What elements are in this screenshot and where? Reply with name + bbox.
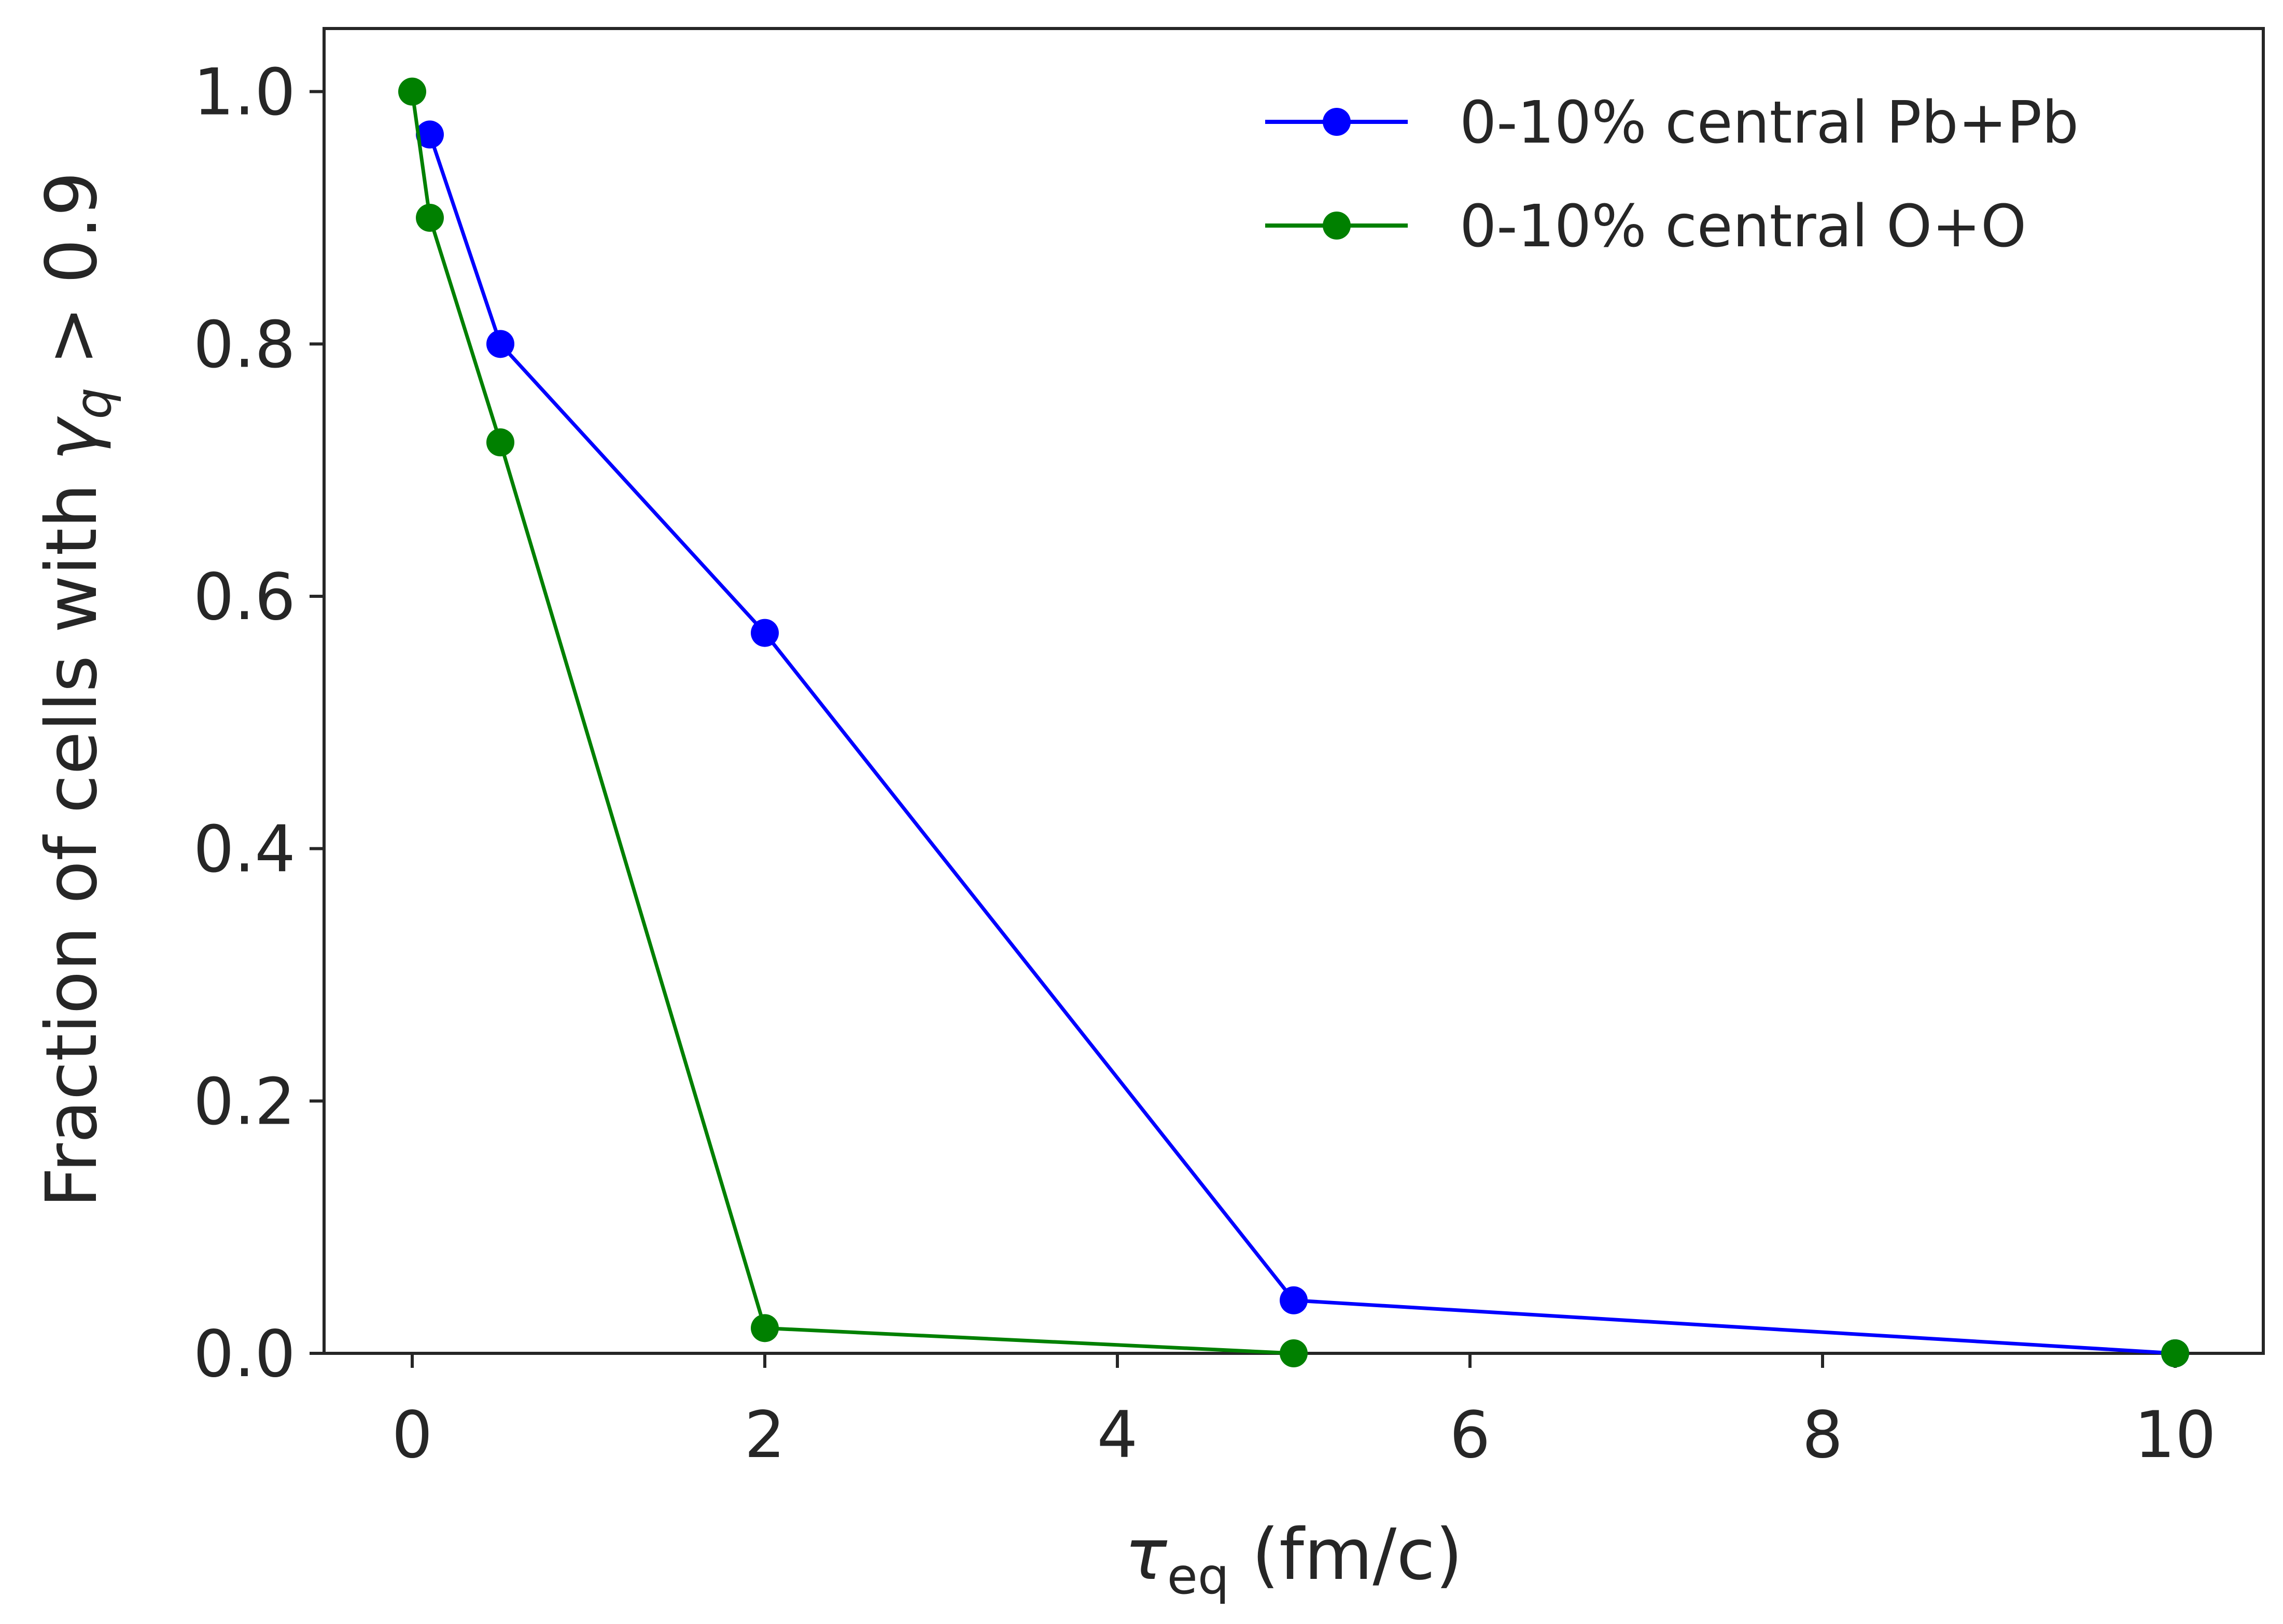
x-tick-label: 8 [1802,1398,1843,1473]
data-point-0 [751,619,779,647]
y-tick-label: 0.6 [193,560,296,635]
data-point-0 [486,330,514,358]
y-tick-label: 0.8 [193,307,296,382]
data-point-0 [416,120,444,149]
series-layer [398,77,2189,1367]
data-point-1 [398,77,426,106]
legend-label-oo: 0-10% central O+O [1460,193,2026,260]
plot-area: 0 2 4 6 8 10 0.0 0.2 0.4 0.6 0.8 1.0 [193,27,2265,1473]
legend-label-pbpb: 0-10% central Pb+Pb [1460,89,2079,157]
y-tick-label: 0.2 [193,1065,296,1139]
x-tick-label: 6 [1450,1398,1491,1473]
legend-entry-oo: 0-10% central O+O [1265,193,2026,260]
x-tick-label: 2 [745,1398,786,1473]
y-tick-label: 1.0 [193,55,296,130]
x-axis-ticks: 0 2 4 6 8 10 [392,1353,2216,1473]
series-line-1 [410,91,1294,1355]
x-tick-label: 0 [392,1398,433,1473]
data-point-0 [1280,1286,1308,1314]
x-tick-label: 4 [1097,1398,1138,1473]
series-line-0 [428,134,2176,1355]
legend-marker-pbpb [1323,108,1351,136]
y-axis-ticks: 0.0 0.2 0.4 0.6 0.8 1.0 [193,55,324,1392]
data-point-1 [1280,1339,1308,1367]
x-axis-title: τeq (fm/c) [1125,1514,1463,1605]
data-point-1 [486,428,514,457]
x-tick-label: 10 [2134,1398,2216,1473]
legend-entry-pbpb: 0-10% central Pb+Pb [1265,89,2079,157]
legend: 0-10% central Pb+Pb 0-10% central O+O [1265,89,2079,260]
data-point-1 [416,204,444,232]
y-axis-title: Fraction of cells with γq > 0.9 [31,172,122,1208]
y-tick-label: 0.0 [193,1317,296,1392]
legend-marker-oo [1323,212,1351,240]
y-tick-label: 0.4 [193,813,296,887]
data-point-1 [751,1314,779,1342]
data-point-extra [2161,1339,2189,1367]
